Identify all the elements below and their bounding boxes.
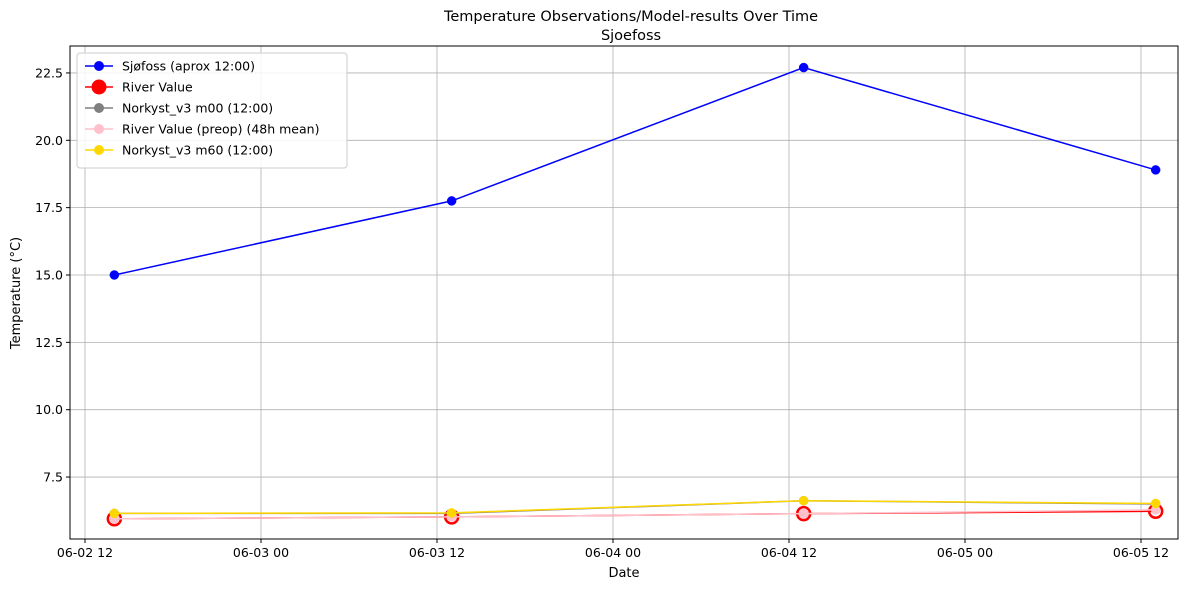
y-tick-label: 20.0 xyxy=(35,133,63,148)
legend-label: Sjøfoss (aprox 12:00) xyxy=(122,59,255,74)
legend-item: Norkyst_v3 m60 (12:00) xyxy=(85,143,273,158)
series-line xyxy=(114,509,1156,520)
legend-swatch-marker xyxy=(94,124,104,134)
y-tick-label: 22.5 xyxy=(35,65,63,80)
data-point xyxy=(109,508,120,519)
y-tick-label: 7.5 xyxy=(43,470,63,485)
y-tick-label: 15.0 xyxy=(35,267,63,282)
x-tick-label: 06-04 12 xyxy=(761,545,817,560)
series-1 xyxy=(109,62,1161,280)
legend-swatch-marker xyxy=(94,145,104,155)
data-point xyxy=(446,196,457,206)
x-tick-label: 06-03 00 xyxy=(233,545,289,560)
series-line xyxy=(114,66,1156,276)
legend-label: River Value (preop) (48h mean) xyxy=(122,122,319,137)
legend-item: Norkyst_v3 m00 (12:00) xyxy=(85,101,273,116)
legend-item: Sjøfoss (aprox 12:00) xyxy=(85,59,255,74)
legend-swatch-marker xyxy=(94,61,104,71)
data-point xyxy=(798,495,809,506)
legend-label: Norkyst_v3 m60 (12:00) xyxy=(122,143,273,158)
x-axis: 06-02 12 06-03 00 06-03 12 06-04 00 06-04 12… xyxy=(57,539,1169,560)
legend-swatch-marker xyxy=(94,103,104,113)
x-tick-label: 06-03 12 xyxy=(409,545,465,560)
y-tick-label: 12.5 xyxy=(35,335,63,350)
x-tick-label: 06-02 12 xyxy=(57,545,113,560)
y-axis: 7.5 10.0 12.5 15.0 17.5 20.0 22.5 xyxy=(35,65,70,485)
data-point xyxy=(798,62,809,73)
series-4 xyxy=(109,505,1161,524)
x-axis-label: Date xyxy=(608,566,639,581)
data-point xyxy=(798,508,809,519)
y-tick-label: 17.5 xyxy=(35,200,63,215)
y-tick-label: 10.0 xyxy=(35,402,63,417)
legend-swatch-marker xyxy=(91,79,107,95)
legend-item: River Value (preop) (48h mean) xyxy=(85,122,319,137)
x-tick-label: 06-05 00 xyxy=(937,545,993,560)
x-tick-label: 06-05 12 xyxy=(1113,545,1169,560)
data-point xyxy=(109,270,120,280)
legend-item: River Value xyxy=(85,79,193,95)
grid-layer xyxy=(70,46,1178,539)
data-point xyxy=(446,508,457,518)
legend-box xyxy=(76,52,348,169)
chart-title: Temperature Observations/Model-results O… xyxy=(443,9,818,25)
series-5 xyxy=(109,495,1161,519)
series-line xyxy=(114,499,1156,515)
legend: Sjøfoss (aprox 12:00) River Value Norkyst_… xyxy=(76,52,348,169)
chart-subtitle: Sjoefoss xyxy=(601,28,661,44)
x-tick-label: 06-04 00 xyxy=(585,545,641,560)
data-point xyxy=(1150,165,1161,175)
plot-frame xyxy=(69,45,1179,540)
series-layer xyxy=(106,62,1164,527)
legend-label: Norkyst_v3 m00 (12:00) xyxy=(122,101,273,116)
y-axis-label: Temperature (°C) xyxy=(9,237,24,350)
legend-label: River Value xyxy=(122,80,193,95)
data-point xyxy=(1150,498,1161,509)
